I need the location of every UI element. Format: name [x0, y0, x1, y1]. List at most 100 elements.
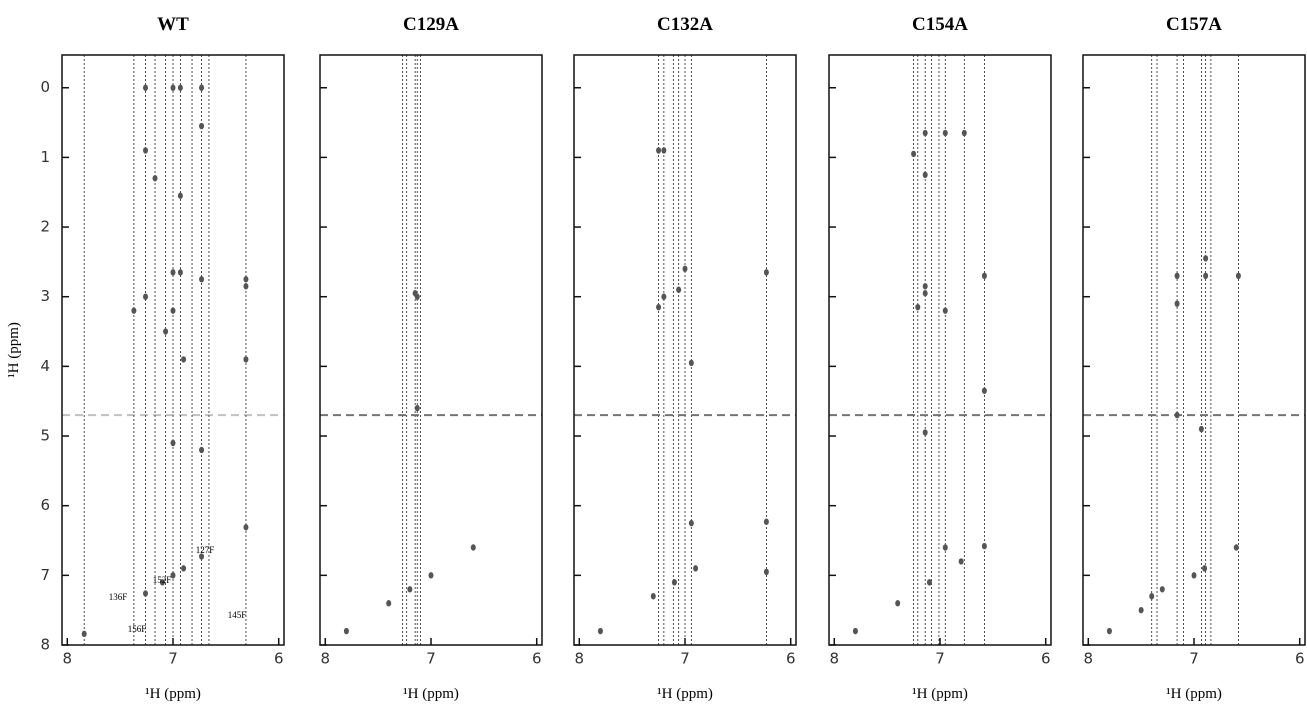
x-tick-label: 7	[426, 650, 436, 668]
peak	[199, 553, 205, 560]
peak	[407, 586, 413, 593]
peak	[763, 568, 769, 576]
x-tick-label: 8	[1084, 650, 1094, 668]
peak	[181, 356, 187, 363]
panel-title: C154A	[912, 14, 968, 35]
peak	[177, 84, 183, 91]
peak-annotation: 152F	[153, 575, 172, 585]
peak	[981, 387, 987, 394]
peak	[981, 272, 987, 280]
y-tick-label: 5	[40, 427, 50, 445]
x-tick-label: 6	[786, 650, 796, 668]
peak	[661, 147, 667, 154]
x-tick-label: 6	[1041, 650, 1051, 668]
peak	[981, 542, 987, 550]
peak	[1203, 255, 1209, 262]
peak	[922, 171, 928, 179]
peak-annotation: 136F	[109, 592, 128, 602]
peak	[414, 404, 420, 412]
x-tick-label: 8	[830, 650, 840, 668]
panel-title: C129A	[403, 14, 459, 35]
y-tick-label: 7	[40, 566, 50, 584]
peak	[143, 293, 149, 300]
peak	[170, 439, 176, 447]
peak	[852, 627, 858, 635]
peak	[656, 147, 662, 154]
x-tick-label: 8	[575, 650, 585, 668]
peak	[1202, 565, 1208, 572]
peak	[159, 579, 165, 586]
peak	[597, 627, 603, 635]
peak	[1233, 544, 1239, 551]
peak	[942, 544, 948, 551]
x-axis-label: ¹H (ppm)	[1166, 686, 1222, 702]
panel: C154A ¹H (ppm) 8 7 6	[828, 14, 1052, 702]
peak	[243, 356, 249, 363]
peak	[926, 579, 932, 586]
peak-annotation: 145F	[228, 610, 247, 620]
peak	[170, 307, 176, 314]
peak	[688, 519, 694, 527]
peak	[152, 175, 158, 182]
y-axis-label: ¹H (ppm)	[6, 322, 22, 378]
peak	[243, 524, 249, 531]
peak	[922, 283, 928, 290]
peak	[199, 84, 205, 91]
peak	[1174, 300, 1180, 307]
peak	[199, 122, 205, 130]
peak	[243, 276, 249, 283]
peak	[1203, 272, 1209, 280]
peak	[911, 150, 917, 158]
peak	[181, 565, 187, 572]
x-tick-label: 7	[1189, 650, 1199, 668]
peak	[1138, 606, 1144, 614]
peak	[412, 290, 418, 297]
x-tick-label: 8	[63, 650, 73, 668]
peak	[961, 129, 967, 137]
peak	[428, 572, 434, 579]
peak	[131, 307, 137, 314]
peak	[688, 359, 694, 367]
peak	[343, 627, 349, 635]
peak	[693, 565, 699, 572]
peak	[915, 303, 921, 311]
y-tick-label: 0	[40, 78, 50, 96]
y-tick-label: 6	[40, 496, 50, 514]
frame	[1082, 54, 1306, 646]
peak	[682, 265, 688, 273]
panel-title: WT	[157, 14, 189, 35]
peak	[671, 579, 677, 586]
peak	[661, 293, 667, 300]
peak	[942, 129, 948, 137]
peak	[1191, 572, 1197, 579]
peak	[177, 269, 183, 276]
x-axis-label: ¹H (ppm)	[145, 686, 201, 702]
x-tick-label: 6	[274, 650, 284, 668]
peak	[1235, 272, 1241, 280]
peak	[243, 283, 249, 290]
peak	[1159, 586, 1165, 593]
peak	[177, 192, 183, 199]
x-tick-label: 7	[935, 650, 945, 668]
peak	[942, 307, 948, 314]
peak	[1149, 593, 1155, 600]
x-axis-label: ¹H (ppm)	[912, 686, 968, 702]
x-axis-label: ¹H (ppm)	[403, 686, 459, 702]
panel-title: C157A	[1166, 14, 1222, 35]
frame	[828, 54, 1052, 646]
panel: WT ¹H (ppm) ¹H (ppm) 0 1 2 3 4 5 6 7 88 7 6 127F 152F 13…	[6, 14, 285, 702]
peak	[895, 600, 901, 607]
peak	[170, 572, 176, 579]
peak	[922, 429, 928, 436]
peak	[763, 269, 769, 276]
peak	[676, 286, 682, 293]
peak	[922, 129, 928, 137]
peak	[656, 303, 662, 311]
x-tick-label: 6	[1295, 650, 1305, 668]
peak	[922, 290, 928, 297]
x-tick-label: 8	[321, 650, 331, 668]
peak	[650, 593, 656, 600]
peak	[1198, 425, 1204, 433]
peak	[1174, 272, 1180, 280]
